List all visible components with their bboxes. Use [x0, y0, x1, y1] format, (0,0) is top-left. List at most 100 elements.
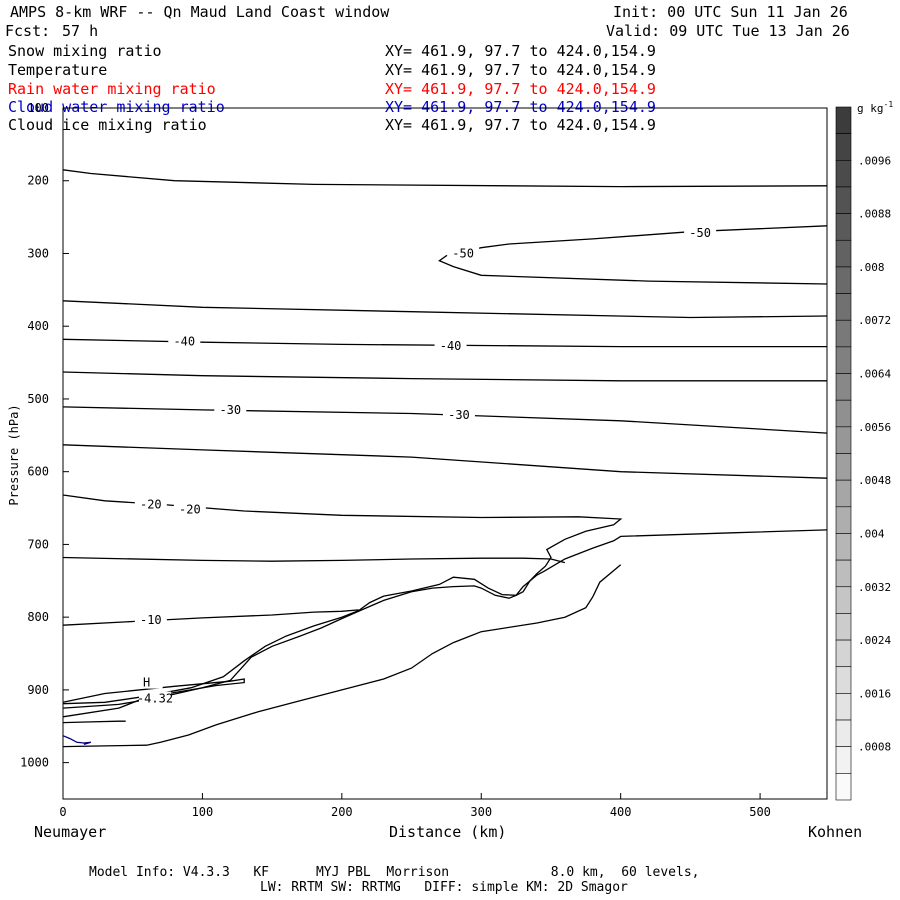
- colorbar-label: .0016: [858, 687, 891, 700]
- y-tick-label: 100: [27, 101, 49, 115]
- colorbar-label: .0088: [858, 208, 891, 221]
- colorbar-swatch: [835, 213, 852, 241]
- contour-contour-f-30-: [62, 406, 828, 434]
- legend-temperature-name: Temperature: [8, 61, 108, 79]
- colorbar-label: .008: [858, 261, 885, 274]
- y-tick-label: 800: [27, 610, 49, 624]
- contour-cloud-water: [62, 735, 92, 746]
- forecast-label: Fcst:: [5, 22, 51, 40]
- colorbar-swatch: [835, 453, 852, 481]
- contour-label-bg: [134, 613, 167, 627]
- contour-label-bg: [434, 338, 467, 352]
- x-tick-label: 300: [470, 805, 492, 819]
- x-tick-label: 500: [749, 805, 771, 819]
- colorbar-label: .0032: [858, 581, 891, 594]
- colorbar-swatch: [835, 399, 852, 428]
- y-tick-label: 400: [27, 319, 49, 333]
- contour-contour-i: [62, 529, 828, 709]
- legend-temperature-xy: XY= 461.9, 97.7 to 424.0,154.9: [385, 61, 656, 79]
- y-tick-label: 700: [27, 537, 49, 551]
- legend-cloud-ice-xy: XY= 461.9, 97.7 to 424.0,154.9: [385, 116, 656, 134]
- colorbar-swatch: [835, 293, 852, 321]
- legend-cloud-water-name: Cloud water mixing ratio: [8, 98, 225, 116]
- model-info-line1: Model Info: V4.3.3 KF MYJ PBL Morrison 8…: [89, 865, 700, 880]
- colorbar-label: .0072: [858, 314, 891, 327]
- x-axis-ticks: 0 100 200 300 400 500: [59, 793, 771, 819]
- colorbar-swatch: [835, 613, 852, 641]
- legend-cloud-ice-name: Cloud ice mixing ratio: [8, 116, 207, 134]
- contour-contour-k-10-: [62, 609, 359, 626]
- contour-labels: -50 -50 -40 -40 -30 -30 -20 -20 -10 H -4.32: [130, 226, 717, 706]
- x-tick-label: 100: [192, 805, 214, 819]
- contour-label: -40: [440, 339, 462, 353]
- colorbar-swatch: [835, 319, 852, 348]
- x-tick-label: 0: [59, 805, 66, 819]
- contour-label: -50: [452, 246, 474, 260]
- model-info-line2: LW: RRTM SW: RRTMG DIFF: simple KM: 2D S…: [260, 880, 628, 895]
- contour-label-bg: [130, 675, 163, 689]
- x-axis-title: Distance (km): [389, 823, 507, 841]
- contour-label: -50: [689, 226, 711, 240]
- y-axis-ticks: 100 200 300 400 500 600 700 800 900 1000: [20, 101, 69, 770]
- chart-title: AMPS 8-km WRF -- Qn Maud Land Coast wind…: [10, 3, 390, 21]
- y-tick-label: 500: [27, 392, 49, 406]
- contour-label: -20: [179, 503, 201, 517]
- contour-label: -30: [448, 408, 470, 422]
- contour-lines: [62, 169, 828, 748]
- colorbar-swatch: [835, 719, 852, 747]
- legend-rain-name: Rain water mixing ratio: [8, 80, 216, 98]
- contour-contour-h-20-: [62, 494, 623, 705]
- plot-frame: [62, 107, 828, 800]
- colorbar-swatch: [835, 586, 852, 614]
- contour-label-bg: [442, 407, 475, 421]
- contour-label-bg: [173, 502, 206, 516]
- forecast-hours: 57 h: [62, 22, 99, 40]
- colorbar-swatch: [835, 373, 852, 401]
- legend-snow-xy: XY= 461.9, 97.7 to 424.0,154.9: [385, 42, 656, 60]
- contour-contour-e: [62, 371, 827, 382]
- colorbar-label: .0048: [858, 474, 891, 487]
- colorbar-swatch: [835, 239, 852, 268]
- colorbar-swatch: [835, 693, 852, 721]
- contour-label: -20: [140, 497, 162, 511]
- contour-label-bg: [684, 226, 717, 240]
- contour-label-bg: [447, 246, 480, 260]
- colorbar-swatch: [835, 639, 852, 668]
- colorbar-label: .004: [858, 527, 885, 540]
- contour-contour-j: [62, 556, 566, 564]
- colorbar-label: .0056: [858, 421, 891, 434]
- colorbar-swatch: [835, 186, 852, 214]
- colorbar-swatch: [835, 426, 852, 454]
- contour-label: -4.32: [137, 692, 173, 706]
- x-tick-label: 400: [610, 805, 632, 819]
- colorbar-swatch: [835, 506, 852, 534]
- contour-contour-b-50-: [438, 225, 828, 285]
- contour-label-bg: [134, 497, 167, 511]
- contour-contour-n: [62, 564, 622, 748]
- colorbar-swatch: [835, 266, 852, 294]
- y-tick-label: 1000: [20, 756, 49, 770]
- contour-label-bg: [139, 691, 172, 705]
- colorbar-label: .0096: [858, 154, 891, 167]
- contour-label-bg: [168, 334, 201, 348]
- legend-rain-xy: XY= 461.9, 97.7 to 424.0,154.9: [385, 80, 656, 98]
- contour-label: -30: [219, 403, 241, 417]
- contour-label: -10: [140, 613, 162, 627]
- colorbar-swatch: [835, 773, 852, 801]
- contour-contour-a: [62, 169, 828, 188]
- contour-label-bg: [214, 402, 247, 416]
- x-axis-right-label: Kohnen: [808, 823, 863, 841]
- colorbar-swatch: [835, 133, 852, 161]
- contour-contour-g: [62, 444, 828, 479]
- colorbar: .0096 .0088 .008 .0072 .0064 .0056 .0048 .004 .0…: [835, 106, 891, 801]
- y-tick-label: 600: [27, 465, 49, 479]
- colorbar-label: .0008: [858, 741, 891, 754]
- contour-contour-c: [62, 300, 828, 319]
- colorbar-swatch: [835, 533, 852, 561]
- colorbar-swatch: [835, 559, 852, 588]
- colorbar-label: .0024: [858, 634, 891, 647]
- contour-contour-l: [62, 678, 245, 718]
- init-time: Init: 00 UTC Sun 11 Jan 26: [613, 3, 848, 21]
- colorbar-swatch: [835, 746, 852, 774]
